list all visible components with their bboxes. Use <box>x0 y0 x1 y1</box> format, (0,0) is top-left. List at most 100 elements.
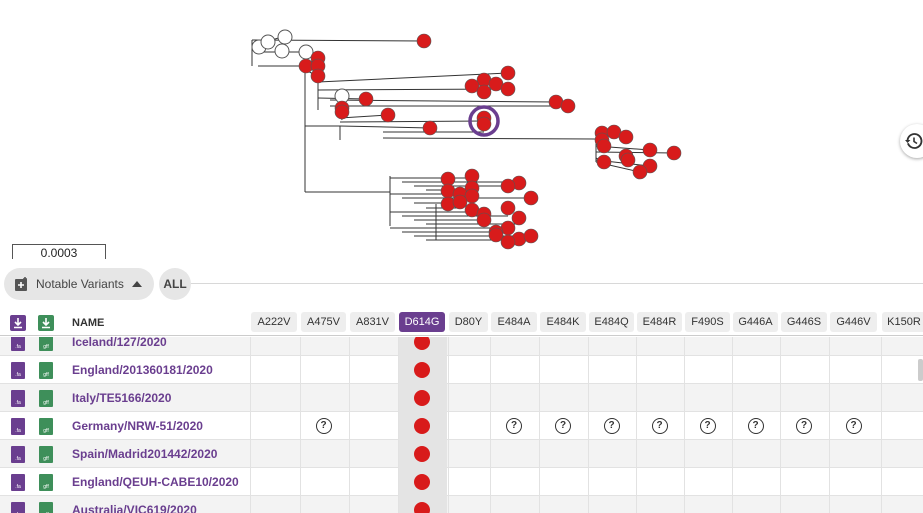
mutation-unknown-icon: ? <box>845 418 862 434</box>
tree-leaf-node[interactable] <box>620 152 636 168</box>
name-column-header[interactable]: NAME <box>72 317 105 329</box>
mutation-column-header[interactable]: F490S <box>685 312 730 332</box>
fasta-file-icon[interactable]: .fa <box>11 418 25 435</box>
tree-leaf-node[interactable] <box>500 178 516 194</box>
tree-leaf-node[interactable] <box>464 78 480 94</box>
sequence-name-link[interactable]: Germany/NRW-51/2020 <box>72 419 203 433</box>
tree-leaf-node[interactable] <box>500 81 516 97</box>
tree-leaf-node[interactable] <box>476 116 492 132</box>
tree-leaf-node[interactable] <box>380 107 396 123</box>
cell-divider <box>349 356 350 384</box>
gff-file-icon[interactable]: gff <box>39 446 53 463</box>
mutation-column-header[interactable]: A831V <box>350 312 395 332</box>
mutation-column-header[interactable]: G446A <box>733 312 778 332</box>
mutation-column-header[interactable]: K150R <box>882 312 923 332</box>
cell-divider <box>732 337 733 356</box>
mutation-column-header[interactable]: D614G <box>399 312 445 332</box>
tree-leaf-node[interactable] <box>274 43 290 59</box>
fasta-file-icon[interactable]: .fa <box>11 474 25 491</box>
mutation-column-header[interactable]: A475V <box>301 312 346 332</box>
cell-divider <box>490 496 491 513</box>
mutation-column-header[interactable]: E484R <box>637 312 682 332</box>
download-fasta-button[interactable] <box>10 315 26 331</box>
tree-leaf-node[interactable] <box>560 98 576 114</box>
fasta-file-icon[interactable]: .fa <box>11 502 25 513</box>
phylogenetic-tree-panel[interactable]: 0.0003 <box>0 0 923 265</box>
cell-divider <box>448 384 449 412</box>
sequence-name-link[interactable]: Italy/TE5166/2020 <box>72 391 172 405</box>
sequence-name-link[interactable]: Australia/VIC619/2020 <box>72 503 197 513</box>
mutation-column-header[interactable]: G446S <box>781 312 827 332</box>
all-variants-button[interactable]: ALL <box>159 268 191 300</box>
notable-variants-dropdown[interactable]: Notable Variants <box>4 268 154 300</box>
download-gff-button[interactable] <box>38 315 54 331</box>
fasta-file-icon[interactable]: .fa <box>11 446 25 463</box>
tree-branch <box>317 72 509 83</box>
tree-leaf-node[interactable] <box>632 164 648 180</box>
tree-leaf-node[interactable] <box>488 227 504 243</box>
variant-toolbar: Notable Variants ALL <box>0 268 923 300</box>
scrollbar-thumb[interactable] <box>918 359 923 381</box>
cell-divider <box>349 496 350 513</box>
tree-leaf-node[interactable] <box>500 234 516 250</box>
tree-leaf-node[interactable] <box>596 138 612 154</box>
tree-leaf-node[interactable] <box>334 104 350 120</box>
tree-leaf-node[interactable] <box>666 145 682 161</box>
gff-file-icon[interactable]: gff <box>39 337 53 351</box>
sequence-name-link[interactable]: England/QEUH-CABE10/2020 <box>72 475 239 489</box>
tree-leaf-node[interactable] <box>452 194 468 210</box>
tree-leaf-node[interactable] <box>596 154 612 170</box>
table-row[interactable]: .fa gff Australia/VIC619/2020 <box>0 496 923 513</box>
phylogenetic-tree[interactable] <box>0 0 923 265</box>
cell-divider <box>780 496 781 513</box>
tree-leaf-node[interactable] <box>416 33 432 49</box>
mutation-column-header[interactable]: G446V <box>830 312 877 332</box>
table-row[interactable]: .fa gff Spain/Madrid201442/2020 <box>0 440 923 468</box>
tree-leaf-node[interactable] <box>523 228 539 244</box>
tree-leaf-node[interactable] <box>277 29 293 45</box>
mutation-column-header[interactable]: A222V <box>251 312 297 332</box>
table-row[interactable]: .fa gff Iceland/127/2020 <box>0 337 923 356</box>
table-row[interactable]: .fa gff Italy/TE5166/2020 <box>0 384 923 412</box>
tree-leaf-node[interactable] <box>422 120 438 136</box>
tree-leaf-node[interactable] <box>310 68 326 84</box>
mutation-present-dot <box>414 390 430 406</box>
tree-leaf-node[interactable] <box>500 65 516 81</box>
tree-leaf-node[interactable] <box>440 196 456 212</box>
table-row[interactable]: .fa gff England/201360181/2020 <box>0 356 923 384</box>
gff-file-icon[interactable]: gff <box>39 418 53 435</box>
tree-leaf-node[interactable] <box>523 190 539 206</box>
gff-file-icon[interactable]: gff <box>39 390 53 407</box>
fasta-file-icon[interactable]: .fa <box>11 337 25 351</box>
mutation-column-header[interactable]: E484A <box>491 312 537 332</box>
table-row[interactable]: .fa gff Germany/NRW-51/2020????????? <box>0 412 923 440</box>
sequence-name-link[interactable]: Iceland/127/2020 <box>72 337 167 349</box>
cell-divider <box>829 440 830 468</box>
gff-file-icon[interactable]: gff <box>39 474 53 491</box>
cell-divider <box>250 356 251 384</box>
history-button[interactable] <box>900 124 923 158</box>
tree-leaf-node[interactable] <box>618 129 634 145</box>
sequence-name-link[interactable]: England/201360181/2020 <box>72 363 213 377</box>
tree-leaf-node[interactable] <box>500 200 516 216</box>
mutation-column-header[interactable]: E484K <box>540 312 586 332</box>
tree-leaf-node[interactable] <box>476 212 492 228</box>
mutation-column-header[interactable]: D80Y <box>449 312 488 332</box>
fasta-file-icon[interactable]: .fa <box>11 390 25 407</box>
tree-leaf-node[interactable] <box>476 84 492 100</box>
gff-file-icon[interactable]: gff <box>39 362 53 379</box>
mutation-column-header[interactable]: E484Q <box>589 312 634 332</box>
tree-leaf-node[interactable] <box>642 142 658 158</box>
sequence-name-link[interactable]: Spain/Madrid201442/2020 <box>72 447 218 461</box>
tree-leaf-node[interactable] <box>440 183 456 199</box>
gff-file-icon[interactable]: gff <box>39 502 53 513</box>
tree-leaf-node[interactable] <box>358 91 374 107</box>
tree-leaf-node[interactable] <box>260 34 276 50</box>
table-row[interactable]: .fa gff England/QEUH-CABE10/2020 <box>0 468 923 496</box>
cell-divider <box>829 412 830 440</box>
cell-divider <box>636 412 637 440</box>
selected-node-highlight[interactable] <box>468 105 500 137</box>
tree-leaf-node[interactable] <box>511 210 527 226</box>
fasta-file-icon[interactable]: .fa <box>11 362 25 379</box>
cell-divider <box>539 384 540 412</box>
